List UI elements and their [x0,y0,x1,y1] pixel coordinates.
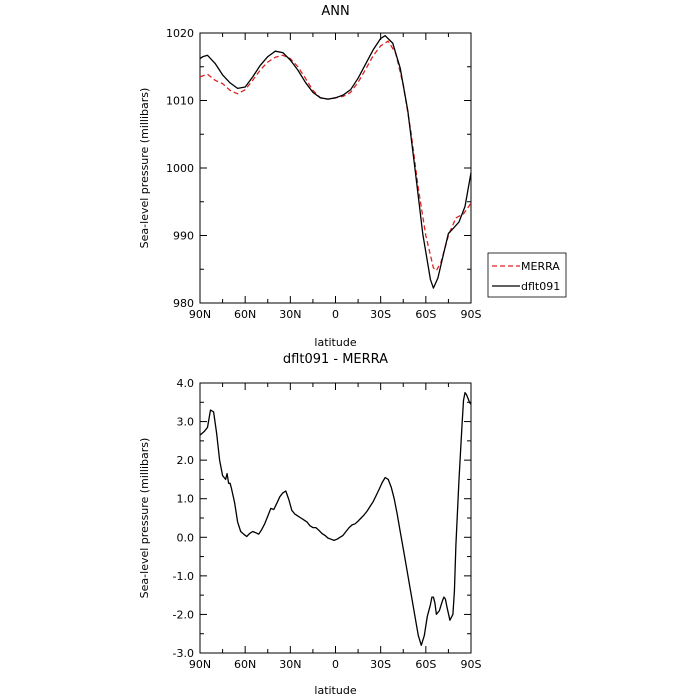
y-tick-labels: 980 990 1000 1010 1020 [166,27,194,310]
series-line-difference [199,391,472,646]
x-tick-label: 30S [370,308,391,321]
x-tick-labels: 90N 60N 30N 0 30S 60S 90S [189,658,482,671]
x-tick-label: 90N [189,308,211,321]
x-tick-label: 90S [461,308,482,321]
chart-title: ANN [321,4,349,19]
x-axis-label: latitude [314,336,356,349]
x-tick-label: 30S [370,658,391,671]
y-tick-label: 980 [173,297,194,310]
series-lines [199,35,472,289]
x-tick-label: 30N [279,308,301,321]
x-tick-label: 0 [332,658,339,671]
y-tick-label: 3.0 [177,416,195,429]
legend-label-dflt091: dflt091 [521,280,560,293]
tick-marks [199,32,472,304]
y-axis-label: Sea-level pressure (millibars) [138,88,151,249]
legend-label-merra: MERRA [521,260,560,273]
tick-marks [199,382,472,654]
x-tick-labels: 90N 60N 30N 0 30S 60S 90S [189,308,482,321]
y-axis-label: Sea-level pressure (millibars) [138,438,151,599]
y-tick-label: 1000 [166,162,194,175]
x-tick-label: 90N [189,658,211,671]
x-tick-label: 60N [234,658,256,671]
x-tick-label: 60S [415,308,436,321]
y-tick-label: -3.0 [173,647,194,660]
y-tick-label: 4.0 [177,377,195,390]
x-axis-label: latitude [314,684,356,697]
x-tick-label: 60N [234,308,256,321]
x-tick-label: 60S [415,658,436,671]
y-tick-label: 2.0 [177,454,195,467]
difference-chart: dflt091 - MERRA -3.0 -2.0 -1.0 0.0 1.0 2.0 3.0… [138,352,482,697]
y-tick-label: 1020 [166,27,194,40]
series-line-dflt091 [199,35,472,289]
chart-title: dflt091 - MERRA [283,352,388,367]
plot-frame [199,382,472,654]
y-tick-label: 1.0 [177,493,195,506]
x-tick-label: 0 [332,308,339,321]
y-tick-label: 990 [173,230,194,243]
y-tick-label: -1.0 [173,570,194,583]
plot-frame [199,32,472,304]
legend-box [487,252,567,298]
x-tick-label: 90S [461,658,482,671]
y-tick-label: -2.0 [173,608,194,621]
series-line-merra [199,40,472,272]
y-tick-label: 0.0 [177,531,195,544]
series-lines [199,391,472,646]
legend: MERRA dflt091 [487,252,567,298]
y-tick-label: 1010 [166,95,194,108]
x-tick-label: 30N [279,658,301,671]
y-tick-labels: -3.0 -2.0 -1.0 0.0 1.0 2.0 3.0 4.0 [173,377,194,660]
